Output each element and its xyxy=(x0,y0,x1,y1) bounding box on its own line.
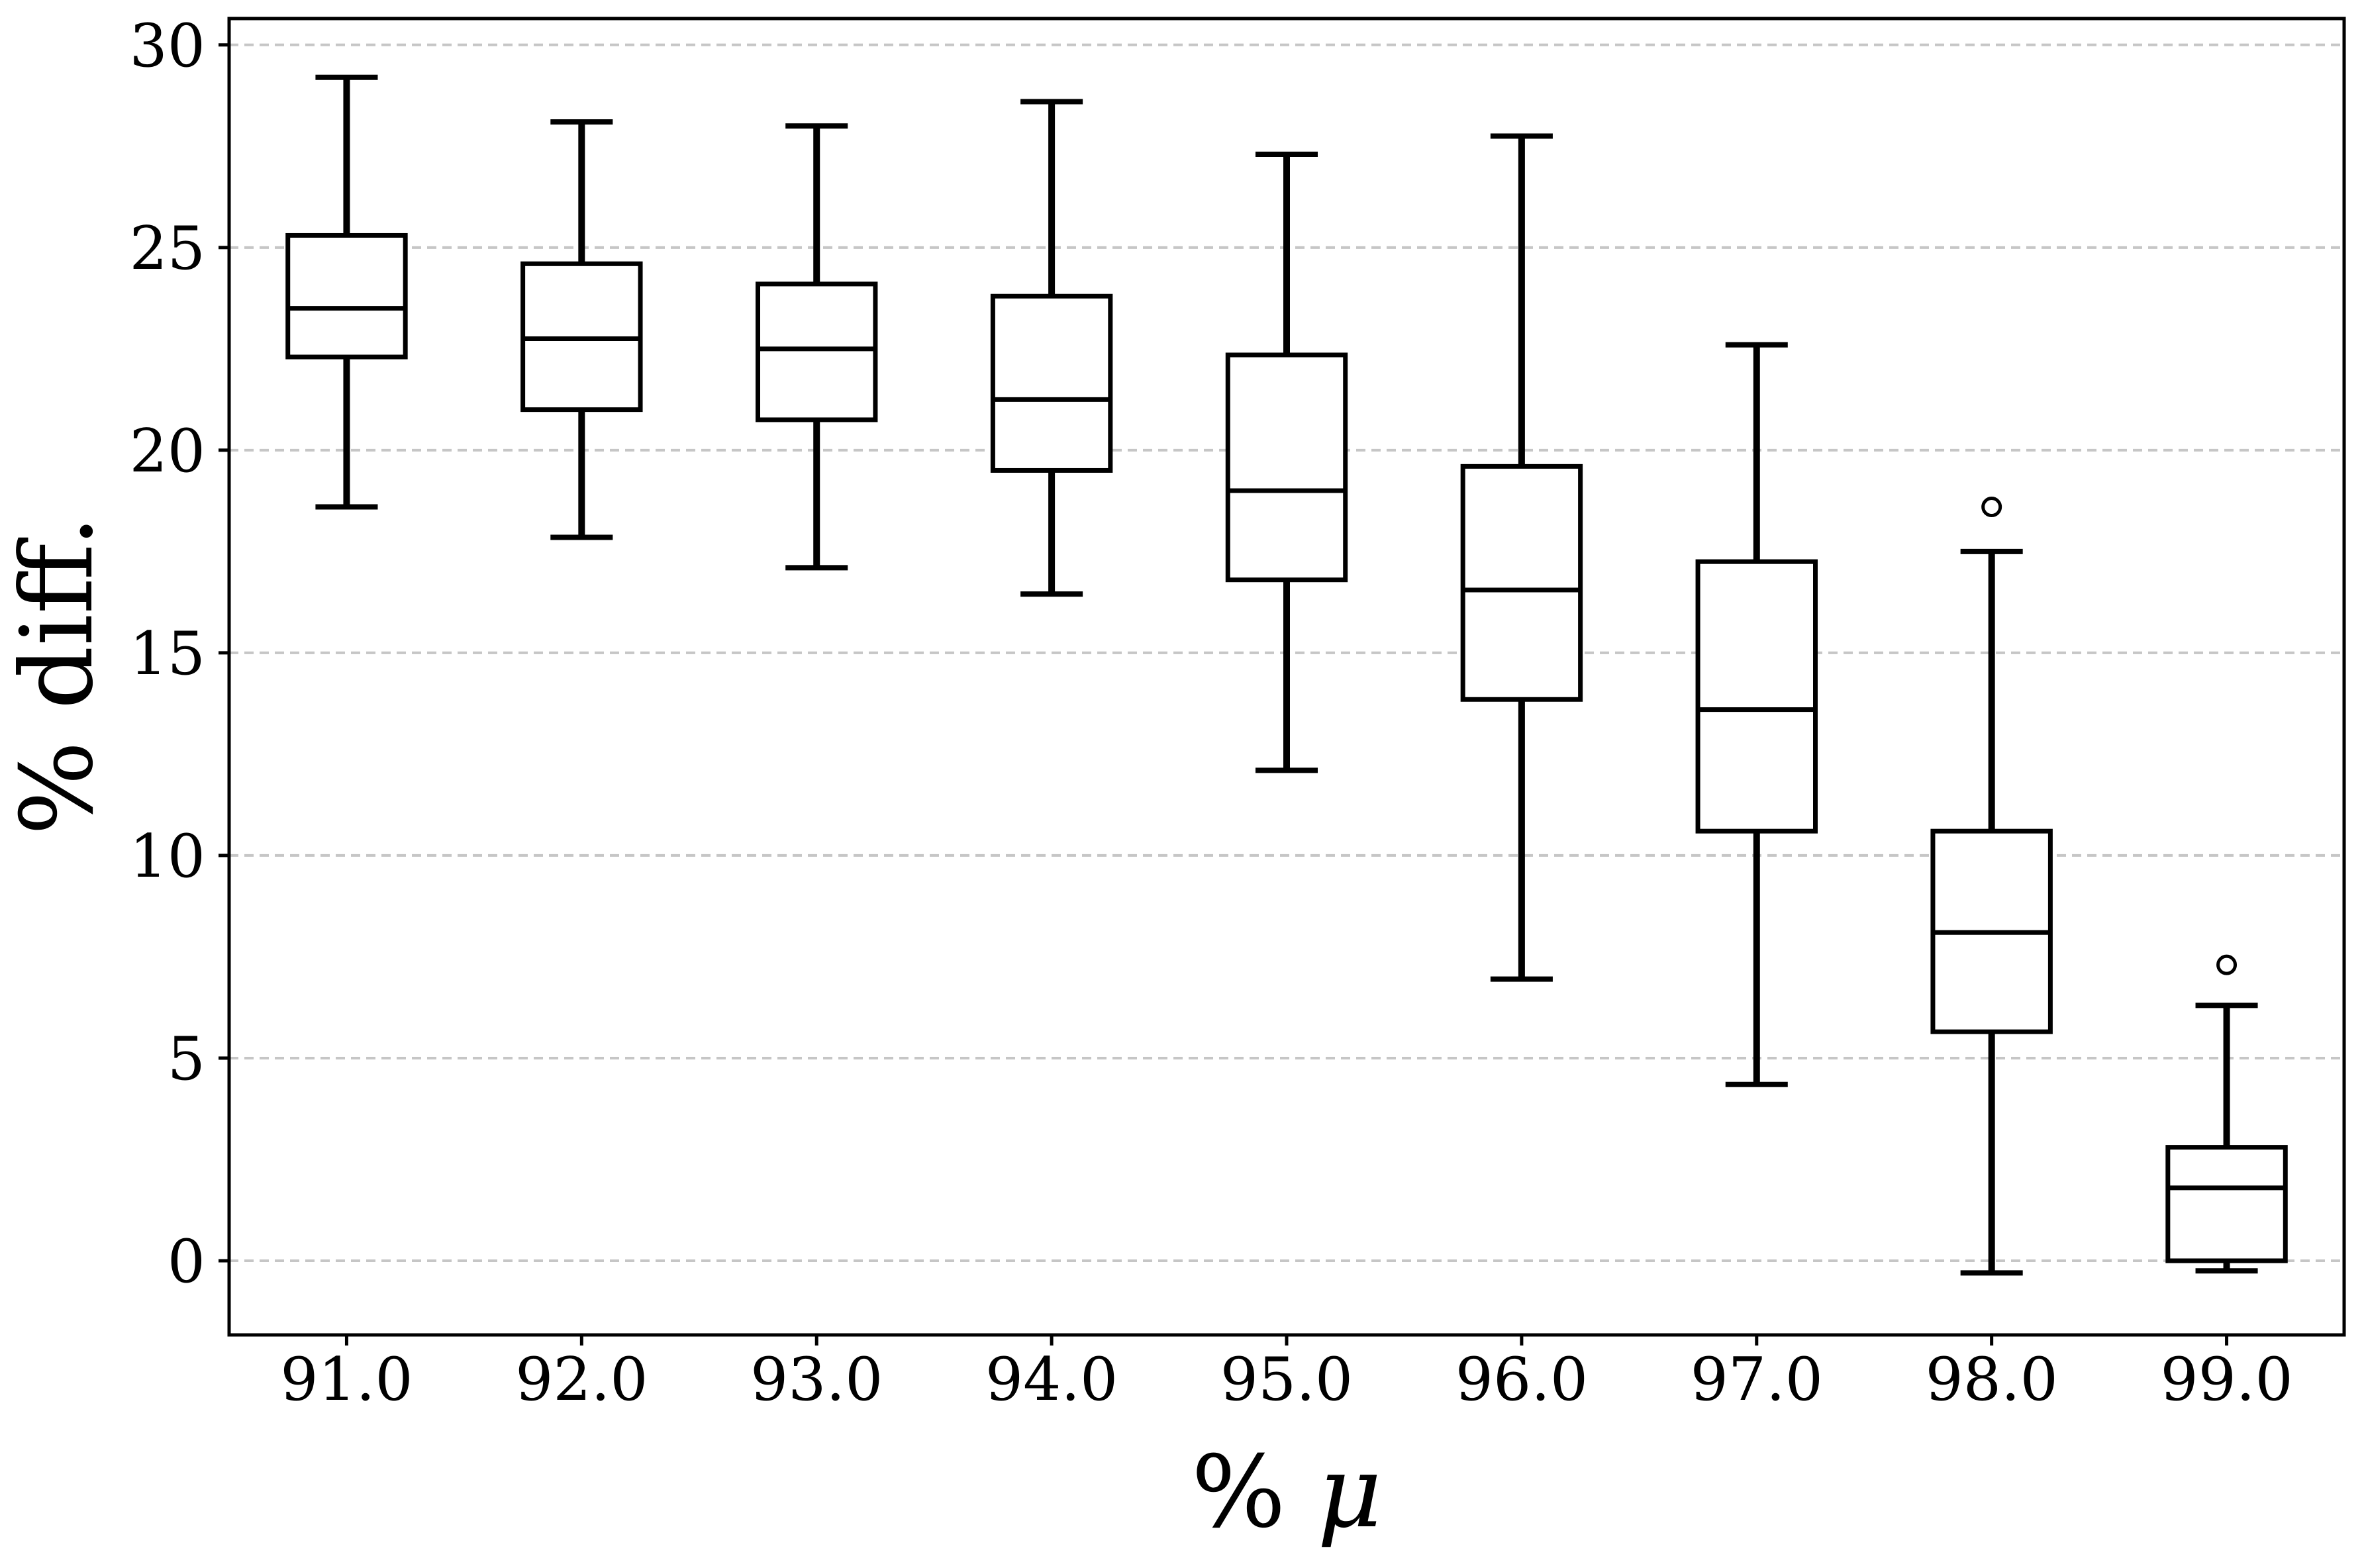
y-tick-label-30: 30 xyxy=(129,11,205,81)
iqr-box xyxy=(285,232,408,360)
box-91.0 xyxy=(285,74,408,510)
outlier-marker xyxy=(2216,954,2238,975)
x-tick-label-99.0: 99.0 xyxy=(2160,1345,2292,1414)
y-tick-label-15: 15 xyxy=(129,619,205,689)
box-94.0 xyxy=(990,99,1113,597)
box-93.0 xyxy=(756,123,878,571)
y-tick-label-25: 25 xyxy=(129,214,205,283)
box-96.0 xyxy=(1460,133,1583,982)
box-98.0 xyxy=(1930,497,2053,1276)
iqr-box xyxy=(990,293,1113,473)
y-tick-label-5: 5 xyxy=(168,1024,205,1094)
x-tick-label-92.0: 92.0 xyxy=(515,1345,648,1414)
iqr-box xyxy=(1225,352,1348,583)
y-tick-label-10: 10 xyxy=(129,822,205,891)
x-tick-label-93.0: 93.0 xyxy=(750,1345,883,1414)
x-tick-label-91.0: 91.0 xyxy=(280,1345,413,1414)
iqr-box xyxy=(2165,1145,2288,1263)
y-tick-label-20: 20 xyxy=(129,416,205,486)
x-axis-label: % μ xyxy=(1191,1435,1382,1550)
x-tick-label-96.0: 96.0 xyxy=(1455,1345,1588,1414)
iqr-box xyxy=(1460,464,1583,702)
iqr-box xyxy=(756,281,878,422)
box-95.0 xyxy=(1225,152,1348,773)
y-tick-label-0: 0 xyxy=(168,1227,205,1297)
x-tick-label-94.0: 94.0 xyxy=(985,1345,1118,1414)
iqr-box xyxy=(1695,559,1818,834)
y-axis-label: % diff. xyxy=(0,515,115,835)
x-tick-label-95.0: 95.0 xyxy=(1220,1345,1353,1414)
box-97.0 xyxy=(1695,342,1818,1087)
outlier-marker xyxy=(1981,497,2002,518)
box-92.0 xyxy=(520,119,643,540)
box-99.0 xyxy=(2165,954,2288,1274)
x-tick-label-98.0: 98.0 xyxy=(1925,1345,2057,1414)
x-tick-label-97.0: 97.0 xyxy=(1691,1345,1823,1414)
